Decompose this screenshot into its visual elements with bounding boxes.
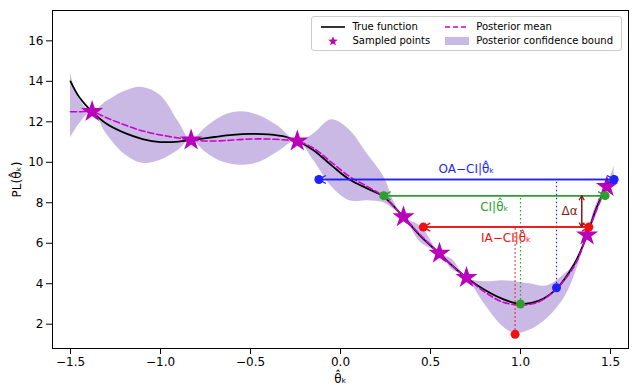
- svg-text:1.5: 1.5: [601, 355, 620, 369]
- html-text:Sampled points: Sampled points: [352, 35, 431, 46]
- svg-text:8: 8: [36, 196, 44, 210]
- svg-text:IA−CI|θ̂ₖ: IA−CI|θ̂ₖ: [481, 229, 531, 245]
- svg-text:θ̂ₖ: θ̂ₖ: [334, 369, 346, 385]
- svg-text:16: 16: [28, 34, 43, 48]
- svg-text:0.5: 0.5: [421, 355, 440, 369]
- svg-text:OA−CI|θ̂ₖ: OA−CI|θ̂ₖ: [439, 160, 495, 176]
- html-text:True function: True function: [352, 21, 418, 32]
- svg-text:Δα: Δα: [562, 204, 578, 218]
- svg-text:1.0: 1.0: [511, 355, 530, 369]
- svg-text:10: 10: [28, 155, 43, 169]
- svg-text:PL(θ̂ₖ): PL(θ̂ₖ): [8, 162, 24, 198]
- svg-text:CI|θ̂ₖ: CI|θ̂ₖ: [480, 197, 508, 213]
- svg-text:14: 14: [28, 74, 43, 88]
- svg-text:−1.5: −1.5: [56, 355, 85, 369]
- html-text:Posterior confidence bound: Posterior confidence bound: [476, 35, 613, 46]
- svg-text:−1.0: −1.0: [146, 355, 175, 369]
- svg-text:12: 12: [28, 115, 43, 129]
- html-text:Posterior mean: Posterior mean: [476, 21, 552, 32]
- svg-text:2: 2: [36, 317, 44, 331]
- svg-text:6: 6: [36, 236, 44, 250]
- svg-text:0.0: 0.0: [331, 355, 350, 369]
- svg-text:4: 4: [36, 277, 44, 291]
- svg-text:−0.5: −0.5: [236, 355, 265, 369]
